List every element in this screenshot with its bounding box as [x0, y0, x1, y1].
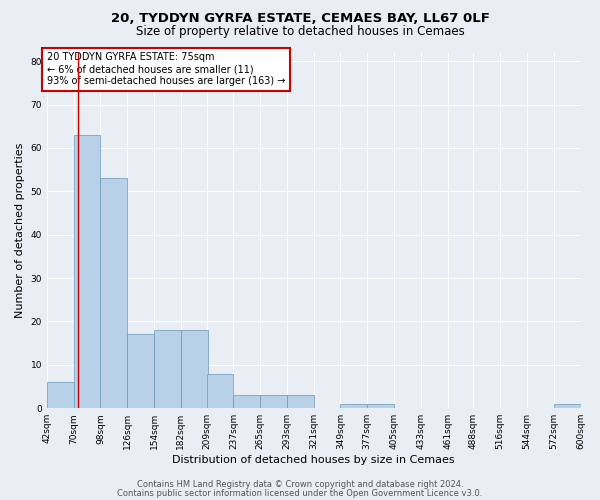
Text: Size of property relative to detached houses in Cemaes: Size of property relative to detached ho…	[136, 25, 464, 38]
Bar	[206, 374, 233, 408]
Text: Contains public sector information licensed under the Open Government Licence v3: Contains public sector information licen…	[118, 488, 482, 498]
Bar	[233, 395, 260, 408]
Text: 20, TYDDYN GYRFA ESTATE, CEMAES BAY, LL67 0LF: 20, TYDDYN GYRFA ESTATE, CEMAES BAY, LL6…	[110, 12, 490, 26]
Bar	[47, 382, 74, 408]
Text: 20 TYDDYN GYRFA ESTATE: 75sqm
← 6% of detached houses are smaller (11)
93% of se: 20 TYDDYN GYRFA ESTATE: 75sqm ← 6% of de…	[47, 52, 285, 86]
Bar	[181, 330, 208, 408]
Bar	[260, 395, 287, 408]
Bar	[287, 395, 314, 408]
Text: Contains HM Land Registry data © Crown copyright and database right 2024.: Contains HM Land Registry data © Crown c…	[137, 480, 463, 489]
Y-axis label: Number of detached properties: Number of detached properties	[15, 142, 25, 318]
Bar	[100, 178, 127, 408]
Bar	[367, 404, 394, 408]
Bar	[554, 404, 581, 408]
Bar	[74, 135, 100, 408]
Bar	[340, 404, 367, 408]
Bar	[154, 330, 181, 408]
Bar	[127, 334, 154, 408]
X-axis label: Distribution of detached houses by size in Cemaes: Distribution of detached houses by size …	[172, 455, 455, 465]
